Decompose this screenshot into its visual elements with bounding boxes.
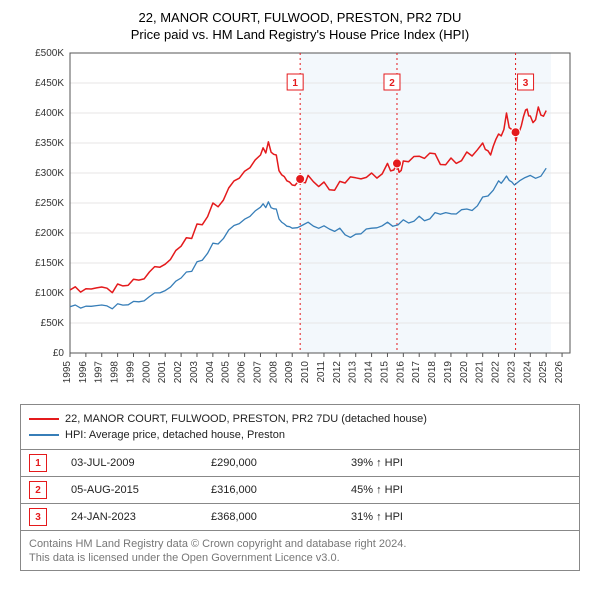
svg-text:2019: 2019 xyxy=(443,361,454,384)
sale-price: £316,000 xyxy=(211,484,351,496)
sale-row: 3 24-JAN-2023£368,00031% ↑ HPI xyxy=(21,503,579,530)
svg-text:£400K: £400K xyxy=(35,108,64,119)
legend-box: 22, MANOR COURT, FULWOOD, PRESTON, PR2 7… xyxy=(20,404,580,571)
svg-text:£500K: £500K xyxy=(35,48,64,59)
svg-text:1998: 1998 xyxy=(110,361,121,384)
svg-text:2015: 2015 xyxy=(379,361,390,384)
svg-text:£200K: £200K xyxy=(35,228,64,239)
chart: £0 £50K £100K £150K £200K £250K £300K £350K £400… xyxy=(20,48,580,398)
title-line2: Price paid vs. HM Land Registry's House … xyxy=(10,27,590,42)
svg-text:1995: 1995 xyxy=(62,361,73,384)
svg-text:1996: 1996 xyxy=(78,361,89,384)
sale-row: 1 03-JUL-2009£290,00039% ↑ HPI xyxy=(21,449,579,476)
svg-text:2: 2 xyxy=(389,78,395,89)
sale-price: £290,000 xyxy=(211,457,351,469)
svg-text:2011: 2011 xyxy=(316,361,327,383)
svg-text:2014: 2014 xyxy=(364,361,375,384)
svg-text:2002: 2002 xyxy=(173,361,184,384)
svg-text:2017: 2017 xyxy=(411,361,422,384)
svg-text:2009: 2009 xyxy=(284,361,295,384)
sale-delta: 39% ↑ HPI xyxy=(351,457,403,469)
svg-text:3: 3 xyxy=(523,78,529,89)
svg-text:2006: 2006 xyxy=(237,361,248,384)
svg-text:2012: 2012 xyxy=(332,361,343,384)
svg-text:2013: 2013 xyxy=(348,361,359,384)
legend-swatch xyxy=(29,418,59,420)
svg-text:2004: 2004 xyxy=(205,361,216,384)
legend-row: HPI: Average price, detached house, Pres… xyxy=(29,427,571,443)
svg-text:2003: 2003 xyxy=(189,361,200,384)
svg-text:£250K: £250K xyxy=(35,198,64,209)
svg-text:2018: 2018 xyxy=(427,361,438,384)
svg-text:£100K: £100K xyxy=(35,288,64,299)
legend-label: HPI: Average price, detached house, Pres… xyxy=(65,429,285,441)
svg-text:1: 1 xyxy=(292,78,298,89)
svg-text:2001: 2001 xyxy=(157,361,168,384)
svg-text:2000: 2000 xyxy=(141,361,152,384)
legend-label: 22, MANOR COURT, FULWOOD, PRESTON, PR2 7… xyxy=(65,413,427,425)
svg-text:£50K: £50K xyxy=(41,318,65,329)
legend-swatch xyxy=(29,434,59,436)
svg-text:2008: 2008 xyxy=(268,361,279,384)
legend-row: 22, MANOR COURT, FULWOOD, PRESTON, PR2 7… xyxy=(29,411,571,427)
chart-svg: £0 £50K £100K £150K £200K £250K £300K £350K £400… xyxy=(20,48,580,398)
sale-delta: 31% ↑ HPI xyxy=(351,511,403,523)
svg-text:2020: 2020 xyxy=(459,361,470,384)
svg-text:2007: 2007 xyxy=(252,361,263,384)
svg-text:2023: 2023 xyxy=(506,361,517,384)
sale-marker: 1 xyxy=(29,454,47,472)
sale-date: 24-JAN-2023 xyxy=(71,511,211,523)
svg-text:1997: 1997 xyxy=(94,361,105,384)
sale-delta: 45% ↑ HPI xyxy=(351,484,403,496)
sale-marker: 2 xyxy=(29,481,47,499)
footnote: Contains HM Land Registry data © Crown c… xyxy=(21,530,579,570)
svg-text:2021: 2021 xyxy=(475,361,486,384)
svg-text:2022: 2022 xyxy=(491,361,502,384)
svg-text:1999: 1999 xyxy=(125,361,136,384)
sale-date: 05-AUG-2015 xyxy=(71,484,211,496)
footnote-line1: Contains HM Land Registry data © Crown c… xyxy=(29,537,571,551)
legend-series: 22, MANOR COURT, FULWOOD, PRESTON, PR2 7… xyxy=(21,405,579,449)
sale-price: £368,000 xyxy=(211,511,351,523)
svg-text:2010: 2010 xyxy=(300,361,311,384)
chart-container: 22, MANOR COURT, FULWOOD, PRESTON, PR2 7… xyxy=(0,0,600,575)
svg-text:£450K: £450K xyxy=(35,78,64,89)
sale-date: 03-JUL-2009 xyxy=(71,457,211,469)
svg-text:£150K: £150K xyxy=(35,258,64,269)
svg-text:£350K: £350K xyxy=(35,138,64,149)
svg-text:2016: 2016 xyxy=(395,361,406,384)
svg-text:2025: 2025 xyxy=(538,361,549,384)
svg-text:2026: 2026 xyxy=(554,361,565,384)
sale-row: 2 05-AUG-2015£316,00045% ↑ HPI xyxy=(21,476,579,503)
svg-text:£0: £0 xyxy=(53,348,65,359)
sale-marker: 3 xyxy=(29,508,47,526)
footnote-line2: This data is licensed under the Open Gov… xyxy=(29,551,571,565)
title-line1: 22, MANOR COURT, FULWOOD, PRESTON, PR2 7… xyxy=(10,10,590,25)
svg-text:2024: 2024 xyxy=(522,361,533,384)
svg-text:2005: 2005 xyxy=(221,361,232,384)
sales-rows: 1 03-JUL-2009£290,00039% ↑ HPI 2 05-AUG-201… xyxy=(21,449,579,530)
svg-text:£300K: £300K xyxy=(35,168,64,179)
